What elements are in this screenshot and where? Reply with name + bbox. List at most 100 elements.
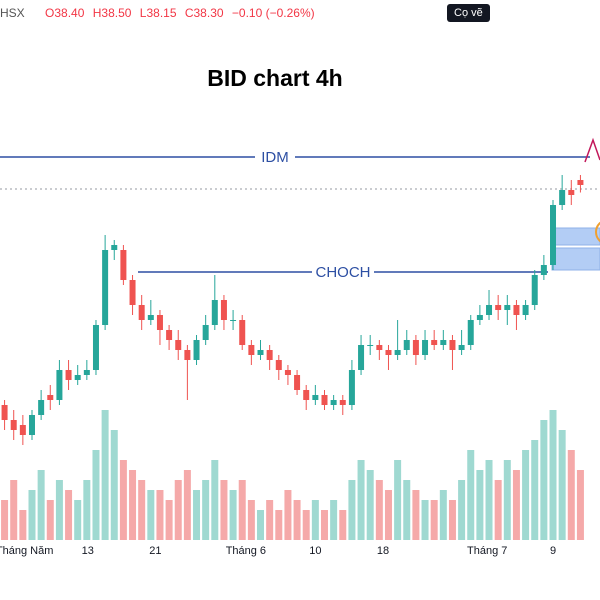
idm-label: IDM	[261, 149, 289, 166]
candle-body	[294, 375, 301, 390]
candle-body	[138, 305, 145, 320]
candle-body	[321, 395, 328, 405]
volume-bar	[540, 420, 548, 540]
candle-body	[577, 180, 584, 185]
exchange: HSX	[0, 6, 25, 20]
candle-body	[495, 305, 502, 310]
candle-body	[540, 265, 547, 275]
candle-body	[220, 300, 227, 320]
plot: Tháng Năm 13 21 Tháng 6 10 18 Tháng 7 9	[0, 175, 584, 557]
candle-body	[486, 305, 493, 315]
volume-bar	[266, 500, 274, 540]
candle-body	[239, 320, 246, 345]
candle-body	[513, 305, 520, 315]
volume-bar	[74, 500, 82, 540]
candle-body	[431, 340, 438, 345]
volume-bar	[558, 430, 566, 540]
candle-body	[1, 405, 8, 420]
volume-bar	[119, 460, 127, 540]
volume-bar	[366, 470, 374, 540]
volume-bar	[311, 500, 319, 540]
x-tick-label: Tháng 6	[226, 545, 266, 557]
candle-body	[476, 315, 483, 320]
high: H38.50	[92, 6, 132, 20]
candle-body	[559, 190, 566, 205]
volume-bar	[567, 450, 575, 540]
volume-bar	[83, 480, 91, 540]
choch-label: CHOCH	[316, 264, 371, 281]
candle-body	[358, 345, 365, 370]
candle-body	[65, 370, 72, 380]
volume-bar	[549, 410, 557, 540]
volume-bar	[183, 470, 191, 540]
volume-bar	[202, 480, 210, 540]
volume-bar	[174, 480, 182, 540]
candle-body	[531, 275, 538, 305]
volume-bar	[165, 500, 173, 540]
candle-body	[266, 350, 273, 360]
volume-bar	[37, 470, 45, 540]
change: −0.10 (−0.26%)	[231, 6, 315, 20]
candle-body	[422, 340, 429, 355]
volume-bar	[211, 460, 219, 540]
candle-body	[568, 190, 575, 195]
volume-bar	[439, 490, 447, 540]
candle-body	[248, 345, 255, 355]
candle-body	[312, 395, 319, 400]
volume-bar	[55, 480, 63, 540]
volume-bar	[531, 440, 539, 540]
volume-bar	[320, 510, 328, 540]
volume-bar	[156, 490, 164, 540]
volume-bar	[522, 450, 530, 540]
quote-header: HSX O38.40 H38.50 L38.15 C38.30 −0.10 (−…	[0, 6, 320, 20]
volume-bar	[92, 450, 100, 540]
candle-body	[303, 390, 310, 400]
volume-bar	[375, 480, 383, 540]
volume-bar	[19, 510, 27, 540]
idm-label-bg	[255, 148, 295, 166]
zone-box	[551, 227, 600, 246]
volume-bar	[448, 500, 456, 540]
candle-body	[129, 280, 136, 305]
volume-bar	[576, 470, 584, 540]
candle-body	[522, 305, 529, 315]
x-tick-label: 9	[550, 545, 556, 557]
candle-body	[184, 350, 191, 360]
chart-title: BID chart 4h	[207, 65, 342, 91]
volume-bar	[247, 500, 255, 540]
volume-bar	[101, 410, 109, 540]
volume-bar	[238, 480, 246, 540]
candle-body	[550, 205, 557, 265]
candle-body	[28, 415, 35, 435]
candle-body	[56, 370, 63, 400]
volume-bar	[46, 500, 54, 540]
volume-bar	[293, 500, 301, 540]
candle-body	[376, 345, 383, 350]
candle-body	[102, 250, 109, 325]
volume-bar	[129, 470, 137, 540]
x-tick-label: 13	[82, 545, 94, 557]
candle-body	[284, 370, 291, 375]
candle-body	[449, 340, 456, 350]
volume-bar	[348, 480, 356, 540]
volume-bar	[467, 450, 475, 540]
x-tick-label: Tháng 7	[467, 545, 507, 557]
volume-bar	[220, 480, 228, 540]
candle-body	[120, 250, 127, 280]
candle-body	[257, 350, 264, 355]
candle-body	[10, 420, 17, 430]
volume-bar	[357, 460, 365, 540]
open: O38.40	[45, 6, 85, 20]
candle-body	[394, 350, 401, 355]
volume-bar	[1, 500, 9, 540]
candle-body	[440, 340, 447, 345]
volume-bar	[275, 510, 283, 540]
candle-body	[38, 400, 45, 415]
volume-bar	[302, 510, 310, 540]
candle-body	[202, 325, 209, 340]
candle-body	[275, 360, 282, 370]
volume-bar	[147, 490, 155, 540]
candle-body	[19, 425, 26, 435]
marker-peak	[584, 137, 600, 163]
